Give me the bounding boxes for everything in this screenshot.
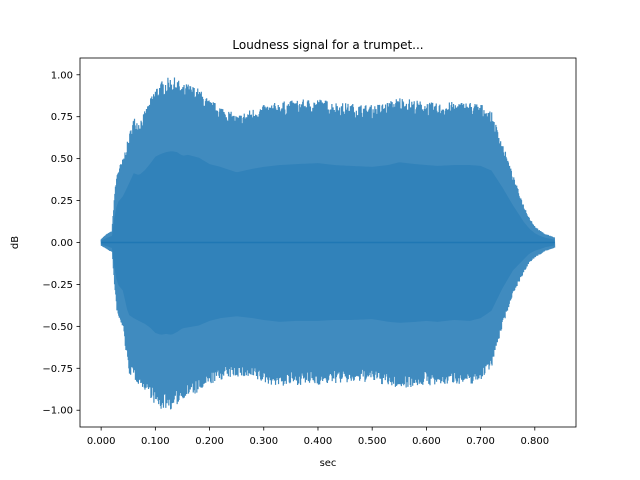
x-tick-label: 0.100 bbox=[141, 436, 170, 447]
chart-title: Loudness signal for a trumpet... bbox=[232, 38, 423, 52]
y-tick-label: 1.00 bbox=[51, 70, 73, 81]
y-tick-label: 0.25 bbox=[51, 196, 73, 207]
y-axis: −1.00 −0.75 −0.50 −0.25 0.00 0.25 0.50 0.75 1.00 bbox=[42, 70, 80, 417]
x-tick-label: 0.300 bbox=[249, 436, 278, 447]
y-tick-label: 0.50 bbox=[51, 154, 73, 165]
x-tick-label: 0.200 bbox=[195, 436, 224, 447]
x-tick-label: 0.600 bbox=[412, 436, 441, 447]
y-tick-label: 0.00 bbox=[51, 238, 73, 249]
x-axis: 0.000 0.100 0.200 0.300 0.400 0.500 0.600 0.700… bbox=[87, 427, 549, 447]
waveform-series bbox=[100, 77, 556, 410]
x-tick-label: 0.800 bbox=[520, 436, 549, 447]
x-tick-label: 0.500 bbox=[358, 436, 387, 447]
y-axis-label: dB bbox=[10, 236, 21, 249]
y-tick-label: −1.00 bbox=[42, 406, 73, 417]
y-tick-label: −0.25 bbox=[42, 280, 73, 291]
x-tick-label: 0.700 bbox=[466, 436, 495, 447]
x-axis-label: sec bbox=[320, 458, 337, 469]
y-tick-label: −0.75 bbox=[42, 364, 73, 375]
waveform-line bbox=[100, 77, 556, 410]
y-tick-label: 0.75 bbox=[51, 112, 73, 123]
x-tick-label: 0.400 bbox=[304, 436, 333, 447]
x-tick-label: 0.000 bbox=[87, 436, 116, 447]
y-tick-label: −0.50 bbox=[42, 322, 73, 333]
